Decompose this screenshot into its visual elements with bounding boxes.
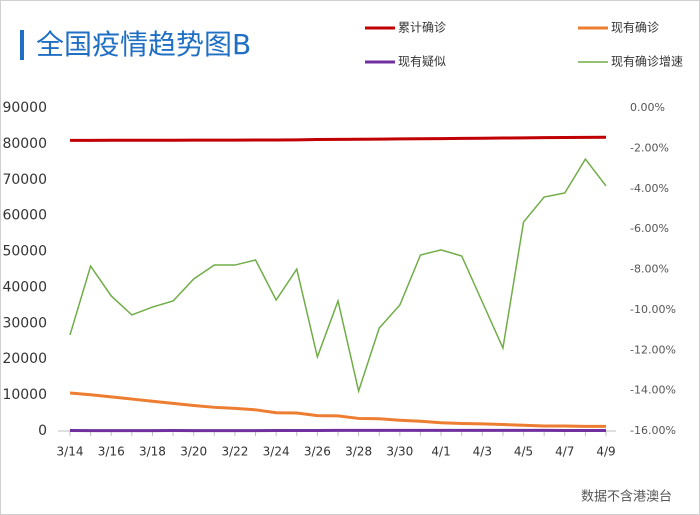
y-tick-label: 40000 — [2, 279, 47, 295]
legend-label: 现有疑似 — [398, 54, 446, 69]
y-tick-label: 80000 — [2, 136, 47, 152]
y-tick-label: 70000 — [2, 172, 47, 188]
x-tick-label: 3/24 — [263, 445, 290, 459]
x-tick-label: 3/22 — [221, 445, 248, 459]
chart-title: 全国疫情趋势图B — [36, 28, 251, 61]
x-tick-label: 4/3 — [473, 445, 492, 459]
y-tick-label: 20000 — [2, 351, 47, 367]
x-tick-label: 4/7 — [555, 445, 574, 459]
y-tick-label: 30000 — [2, 315, 47, 331]
y2-tick-label: -14.00% — [630, 384, 676, 397]
note: 数据不含港澳台 — [581, 489, 672, 505]
y-tick-label: 50000 — [2, 244, 47, 260]
legend-label: 累计确诊 — [398, 21, 446, 35]
x-tick-label: 3/14 — [57, 445, 84, 459]
y2-tick-label: -6.00% — [630, 222, 669, 235]
x-tick-label: 3/20 — [180, 445, 207, 459]
x-tick-label: 4/1 — [431, 445, 450, 459]
x-tick-label: 3/18 — [139, 445, 166, 459]
y2-tick-label: -10.00% — [630, 303, 676, 316]
y-tick-label: 0 — [38, 423, 47, 439]
y2-tick-label: 0.00% — [630, 101, 665, 114]
series-line — [69, 391, 606, 428]
y-tick-label: 60000 — [2, 208, 47, 224]
legend-label: 现有确诊 — [611, 21, 659, 35]
y2-tick-label: -8.00% — [630, 263, 669, 276]
x-tick-label: 4/5 — [514, 445, 533, 459]
series-line — [69, 157, 607, 394]
legend-label: 现有确诊增速 — [611, 55, 683, 69]
series-line — [69, 135, 607, 142]
y2-tick-label: -16.00% — [630, 424, 676, 437]
title-bar — [20, 30, 24, 60]
y-tick-label: 10000 — [2, 387, 47, 403]
y-tick-label: 90000 — [2, 100, 47, 116]
x-tick-label: 3/30 — [386, 445, 413, 459]
y2-tick-label: -4.00% — [630, 182, 669, 195]
y2-tick-label: -2.00% — [630, 141, 669, 154]
y2-tick-label: -12.00% — [630, 343, 676, 356]
x-tick-label: 4/9 — [596, 445, 615, 459]
x-tick-label: 3/28 — [345, 445, 372, 459]
x-tick-label: 3/16 — [98, 445, 125, 459]
x-tick-label: 3/26 — [304, 445, 331, 459]
